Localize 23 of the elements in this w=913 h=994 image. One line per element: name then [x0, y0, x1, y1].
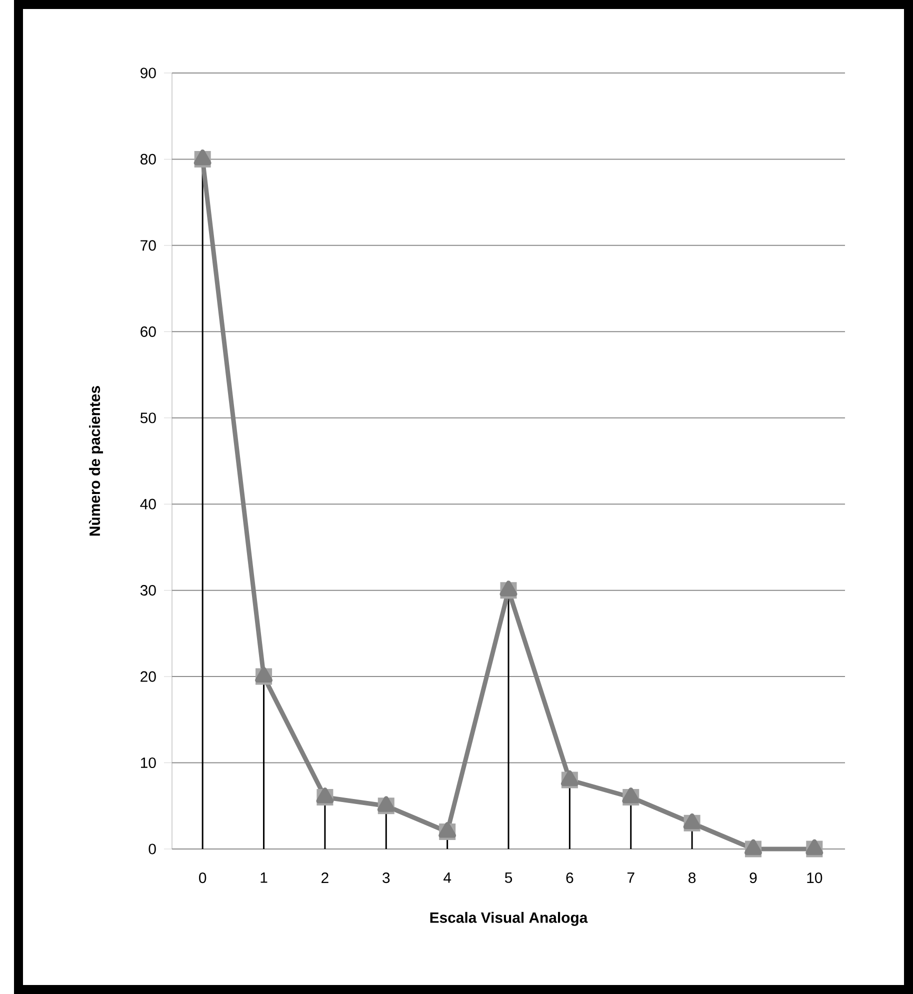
y-axis-title: Nùmero de pacientes	[88, 386, 104, 536]
x-tick-label: 6	[566, 872, 574, 884]
x-tick-label: 7	[627, 872, 634, 883]
y-tick-label: 60	[140, 326, 156, 337]
x-tick-label: 1	[260, 872, 268, 883]
x-tick-label: 0	[199, 872, 206, 884]
y-tick-label: 90	[140, 68, 156, 78]
y-tick-label: 10	[141, 757, 156, 768]
y-tick-label: 40	[140, 498, 156, 510]
x-tick-label: 5	[504, 872, 512, 883]
y-tick-label: 20	[140, 671, 156, 682]
x-tick-label: 8	[688, 872, 696, 884]
y-tick-label: 50	[140, 412, 156, 424]
x-tick-label: 4	[444, 872, 452, 883]
x-axis-title: Escala Visual Analoga	[430, 912, 588, 926]
x-tick-label: 3	[382, 872, 390, 884]
y-tick-label: 70	[140, 240, 156, 251]
y-tick-label: 30	[140, 585, 156, 596]
x-tick-label: 10	[807, 872, 822, 884]
x-tick-label: 9	[750, 872, 757, 884]
x-tick-label: 2	[322, 872, 328, 883]
y-tick-label: 80	[140, 154, 156, 164]
y-tick-label: 0	[148, 844, 156, 854]
